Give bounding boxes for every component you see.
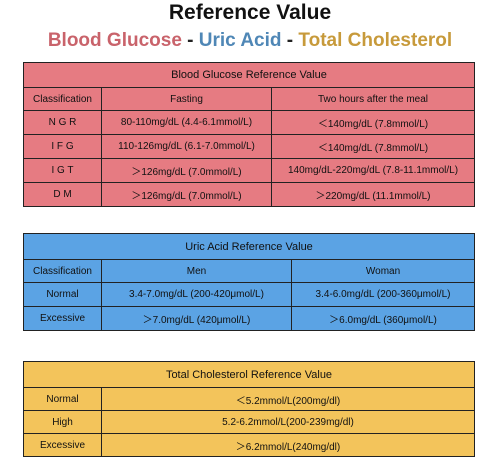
classification-cell: I F G — [23, 134, 102, 159]
column-header-woman: Woman — [290, 259, 476, 283]
classification-cell: D M — [23, 182, 102, 207]
woman-cell: 3.4-6.0mg/dL (200-360μmol/L) — [290, 282, 476, 307]
after-meal-cell: 140mg/dL-220mg/dL (7.8-11.1mmol/L) — [271, 158, 475, 183]
table-row: Excessive ＞7.0mg/dL (420μmol/L) ＞6.0mg/d… — [23, 306, 476, 331]
subtitle-uric-acid: Uric Acid — [198, 30, 282, 51]
fasting-cell: ＞126mg/dL (7.0mmol/L) — [101, 158, 272, 183]
table-caption: Uric Acid Reference Value — [22, 233, 476, 260]
table-row: N G R 80-110mg/dL (4.4-6.1mmol/L) ＜140mg… — [23, 110, 475, 135]
table-row: D M ＞126mg/dL (7.0mmol/L) ＞220mg/dL (11.… — [23, 182, 475, 207]
uric-acid-table: Uric Acid Reference Value Classification… — [22, 233, 476, 331]
after-meal-cell: ＜140mg/dL (7.8mmol/L) — [271, 134, 475, 159]
table-row: High 5.2-6.2mmol/L(200-239mg/dl) — [23, 410, 475, 434]
classification-cell: Normal — [23, 282, 102, 307]
table-row: Normal 3.4-7.0mg/dL (200-420μmol/L) 3.4-… — [23, 282, 476, 307]
classification-cell: N G R — [23, 110, 102, 135]
classification-cell: Normal — [23, 387, 102, 411]
subtitle-blood-glucose: Blood Glucose — [47, 30, 182, 51]
fasting-cell: 110-126mg/dL (6.1-7.0mmol/L) — [101, 134, 272, 159]
column-header-fasting: Fasting — [101, 87, 272, 111]
page-subtitle: Blood Glucose - Uric Acid - Total Choles… — [0, 28, 500, 54]
table-row: I F G 110-126mg/dL (6.1-7.0mmol/L) ＜140m… — [23, 134, 475, 159]
value-cell: ＞6.2mmol/L(240mg/dl) — [101, 433, 475, 457]
woman-cell: ＞6.0mg/dL (360μmol/L) — [290, 306, 476, 331]
after-meal-cell: ＞220mg/dL (11.1mmol/L) — [271, 182, 475, 207]
table-row: I G T ＞126mg/dL (7.0mmol/L) 140mg/dL-220… — [23, 158, 475, 183]
classification-cell: I G T — [23, 158, 102, 183]
men-cell: ＞7.0mg/dL (420μmol/L) — [101, 306, 292, 331]
subtitle-separator: - — [281, 30, 299, 51]
table-row: Excessive ＞6.2mmol/L(240mg/dl) — [23, 433, 475, 457]
value-cell: ＜5.2mmol/L(200mg/dl) — [101, 387, 475, 411]
fasting-cell: ＞126mg/dL (7.0mmol/L) — [101, 182, 272, 207]
table-caption: Blood Glucose Reference Value — [23, 62, 475, 88]
column-header-classification: Classification — [23, 87, 102, 111]
column-header-two-hours-after-meal: Two hours after the meal — [271, 87, 475, 111]
classification-cell: High — [23, 410, 102, 434]
men-cell: 3.4-7.0mg/dL (200-420μmol/L) — [101, 282, 292, 307]
subtitle-separator: - — [181, 30, 199, 51]
page-title: Reference Value — [168, 1, 332, 24]
subtitle-total-cholesterol: Total Cholesterol — [298, 30, 453, 51]
blood-glucose-table: Blood Glucose Reference Value Classifica… — [23, 62, 475, 207]
table-caption: Total Cholesterol Reference Value — [23, 361, 475, 388]
classification-cell: Excessive — [23, 433, 102, 457]
column-header-men: Men — [101, 259, 292, 283]
total-cholesterol-table: Total Cholesterol Reference Value Normal… — [23, 361, 475, 457]
fasting-cell: 80-110mg/dL (4.4-6.1mmol/L) — [101, 110, 272, 135]
classification-cell: Excessive — [23, 306, 102, 331]
column-header-classification: Classification — [23, 259, 102, 283]
value-cell: 5.2-6.2mmol/L(200-239mg/dl) — [101, 410, 475, 434]
table-row: Normal ＜5.2mmol/L(200mg/dl) — [23, 387, 475, 411]
after-meal-cell: ＜140mg/dL (7.8mmol/L) — [271, 110, 475, 135]
